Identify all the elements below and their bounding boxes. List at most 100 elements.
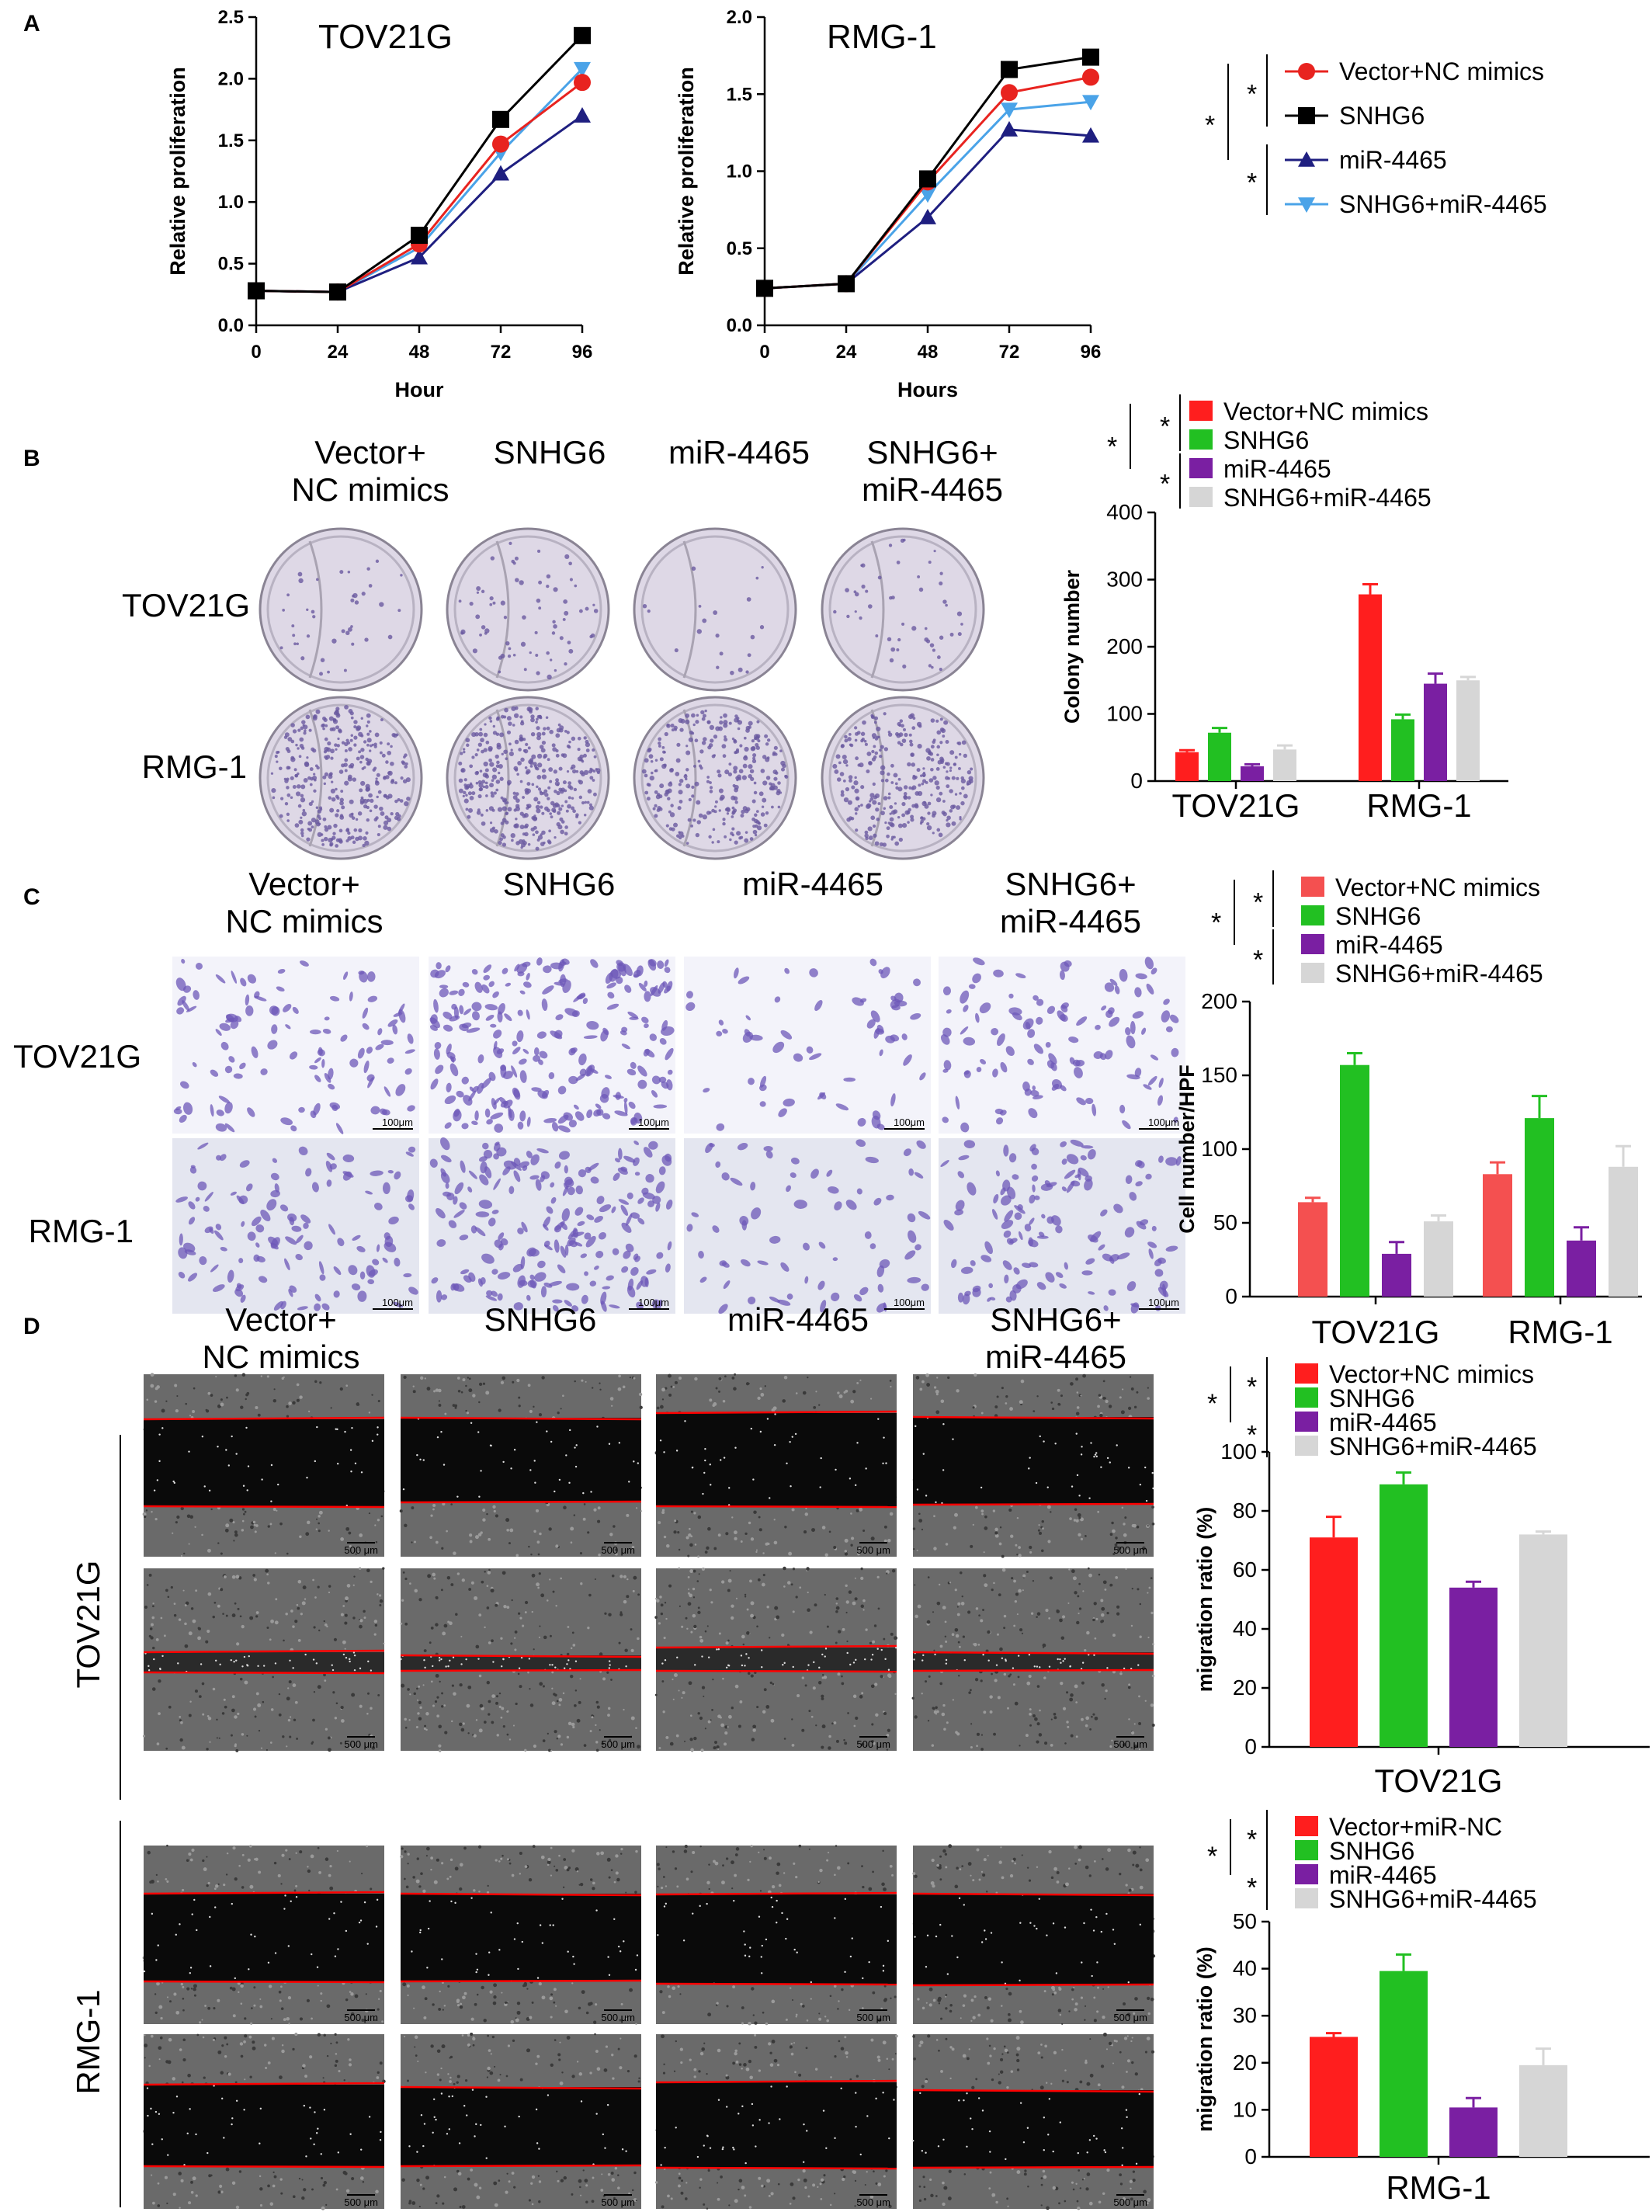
cell	[1015, 973, 1026, 979]
colony	[928, 778, 934, 783]
cell	[1169, 1014, 1179, 1023]
colony	[369, 749, 372, 752]
colony	[475, 614, 481, 620]
cell	[471, 1011, 480, 1021]
cell-texture	[324, 1728, 328, 1731]
cell-texture	[724, 1731, 728, 1735]
cell-texture	[661, 1398, 665, 1401]
colony	[379, 602, 384, 607]
cell-texture	[810, 1715, 814, 1718]
colony	[383, 825, 388, 830]
cell-texture	[968, 1691, 971, 1694]
cell-texture	[555, 1544, 559, 1548]
cell-texture	[776, 1615, 780, 1620]
cell-texture	[1076, 1391, 1079, 1394]
cell	[636, 1280, 644, 1290]
colony	[674, 648, 678, 653]
cell	[630, 1061, 637, 1069]
cell-texture	[951, 1633, 955, 1637]
colony	[860, 731, 866, 736]
cell-texture	[255, 1611, 259, 1614]
cell-texture	[505, 1518, 510, 1523]
cell	[335, 1123, 344, 1134]
cell-texture	[218, 1737, 220, 1739]
colony	[385, 775, 390, 780]
plate-rim	[828, 535, 977, 684]
colony	[512, 791, 516, 795]
cell	[362, 1007, 369, 1019]
cell-texture	[724, 1375, 727, 1378]
colony	[718, 788, 724, 793]
colony	[345, 828, 350, 832]
cell	[218, 1096, 231, 1103]
colony	[960, 778, 967, 784]
migrating-cell	[782, 1664, 784, 1666]
cell	[333, 1266, 342, 1276]
cell-texture	[344, 1648, 346, 1650]
colony	[894, 802, 897, 805]
cell	[519, 990, 526, 995]
cell-texture	[595, 1748, 599, 1752]
colony	[664, 731, 668, 737]
cell-texture	[1125, 1568, 1127, 1571]
cell-texture	[294, 1700, 298, 1704]
cell	[538, 1059, 543, 1065]
cell-texture	[826, 1625, 829, 1628]
cell-texture	[959, 1645, 961, 1648]
cell-texture	[266, 1626, 269, 1629]
cell-texture	[687, 1576, 690, 1578]
migrating-cell	[569, 1429, 571, 1432]
cell	[195, 1196, 200, 1202]
cell-texture	[635, 1727, 637, 1729]
cell-texture	[1021, 1632, 1024, 1634]
cell-texture	[1085, 1724, 1088, 1728]
migrating-cell	[316, 1425, 318, 1429]
colony	[358, 828, 363, 833]
colony	[673, 822, 678, 828]
colony	[696, 800, 701, 805]
colony	[296, 784, 301, 789]
cell	[314, 1057, 321, 1064]
migrating-cell	[518, 1667, 521, 1669]
colony	[549, 658, 553, 662]
migrating-cell	[159, 1668, 161, 1671]
cell-texture	[430, 1514, 433, 1517]
cell-texture	[928, 1675, 931, 1678]
cell-texture	[916, 1549, 918, 1551]
cell-texture	[382, 1567, 385, 1570]
cell	[809, 1053, 822, 1061]
cell-texture	[286, 1405, 289, 1408]
colony	[932, 814, 935, 818]
cell-texture	[765, 1705, 770, 1709]
cell-texture	[570, 1541, 573, 1544]
cell-texture	[467, 1377, 470, 1379]
colony	[757, 825, 762, 831]
cell-texture	[363, 1616, 366, 1620]
cell-texture	[179, 1738, 183, 1742]
cell-texture	[697, 1555, 700, 1558]
cell-texture	[678, 1605, 681, 1607]
colony	[293, 768, 297, 772]
cell-texture	[168, 1705, 172, 1709]
plate-reflection	[308, 709, 323, 847]
cell-texture	[237, 1712, 240, 1716]
colony	[359, 788, 363, 793]
cell-texture	[486, 1680, 491, 1685]
cell	[960, 1026, 969, 1035]
cell-texture	[665, 1544, 670, 1548]
colony	[866, 769, 870, 774]
cell-texture	[257, 1413, 261, 1417]
migrating-cell	[852, 1662, 856, 1664]
cell	[454, 1182, 464, 1195]
cell-texture	[597, 1506, 601, 1510]
cell-texture	[272, 1675, 274, 1679]
colony	[765, 776, 771, 780]
cell	[748, 1078, 755, 1085]
colony-plate-1-2	[633, 696, 797, 860]
cell	[441, 1155, 452, 1163]
cell	[184, 1249, 196, 1255]
cell-texture	[439, 1680, 441, 1683]
colony	[733, 766, 738, 771]
cell-texture	[842, 1627, 845, 1631]
cell-texture	[672, 1385, 675, 1388]
